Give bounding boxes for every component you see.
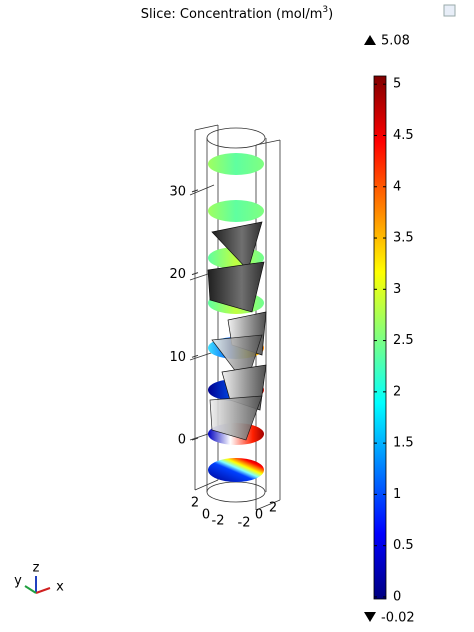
colorbar-tick-label: 0 [393,589,401,604]
triad-z: z [33,561,40,576]
z-tick [191,189,199,193]
triad: z y x [14,561,64,595]
triad-y: y [14,574,22,589]
z-tick [191,272,199,276]
colorbar-tick-label: 4.5 [393,128,414,143]
max-marker [364,35,376,45]
colorbar-tick-label: 3.5 [393,231,414,246]
z-tick [191,437,199,441]
colorbar-tick-label: 2.5 [393,333,414,348]
colorbar-tick-label: 2 [393,384,401,399]
colorbar-max: 5.08 [381,34,410,49]
window-icon[interactable] [443,4,456,17]
z-tick-label: 10 [169,350,186,365]
z-tick-label: 20 [169,267,186,282]
colorbar-tick-label: 1.5 [393,436,414,451]
geometry [189,124,281,511]
colorbar [373,75,387,600]
z-tick [191,354,199,358]
z-tick-label: 0 [178,433,186,448]
title: Slice: Concentration (mol/m3) [141,5,333,22]
y-tick-label: 2 [191,496,199,511]
colorbar-min: -0.02 [381,611,415,626]
colorbar-tick-label: 3 [393,282,401,297]
triad-x: x [56,580,64,595]
colorbar-tick-label: 1 [393,487,401,502]
colorbar-tick-label: 0.5 [393,538,414,553]
colorbar-tick-label: 4 [393,179,401,194]
title-text: Slice: Concentration (mol/m [141,7,323,22]
y-tick-label: 0 [202,508,210,523]
helix [207,221,267,441]
title-sup: 3 [322,5,328,15]
min-marker [364,612,376,622]
y-tick-label: -2 [212,514,225,529]
x-tick-label: 2 [269,501,277,516]
colorbar-tick-label: 5 [393,77,401,92]
z-tick-label: 30 [169,184,186,199]
x-tick-label: -2 [238,516,251,531]
title-end: ) [328,7,333,22]
x-tick-label: 0 [255,508,263,523]
